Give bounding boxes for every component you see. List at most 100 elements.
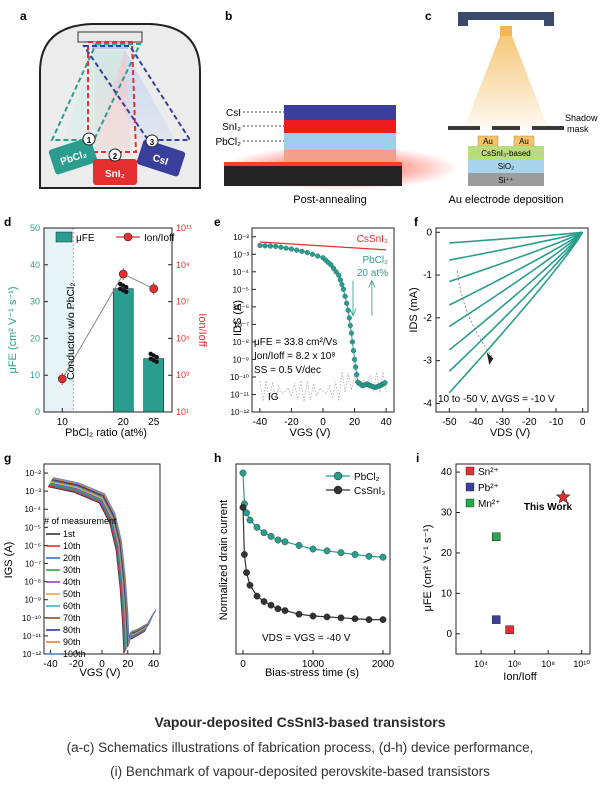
source-num-1-badge	[82, 132, 96, 146]
panel-d: d 0 10 20 30 40 50 10¹ 10³ 10⁵ 10⁷ 10⁹ 10¹¹ 10 20 25 μ…	[4, 215, 208, 439]
panel-letter-d: d	[4, 215, 11, 229]
xtick-label: 10⁶	[508, 659, 522, 669]
d-ylabel: μFE (cm² V⁻¹ s⁻¹)	[7, 287, 19, 374]
ytick-label: 10⁻⁶	[25, 541, 41, 550]
scatter-point	[491, 532, 501, 542]
ytick-label: -3	[423, 356, 432, 367]
layer-sni2	[284, 120, 396, 133]
ytick-label: 40	[30, 260, 40, 270]
pbcl2-point	[309, 251, 316, 257]
d-xlabel: PbCl₂ ratio (at%)	[65, 427, 147, 439]
stress-point	[267, 532, 275, 540]
ytick-label: 10⁻⁶	[233, 303, 249, 312]
pbcl2-point	[333, 269, 339, 275]
pbcl2-point	[346, 315, 352, 321]
ytick-label: 10	[30, 370, 40, 380]
output-curve	[448, 231, 584, 394]
xtick-label: 40	[381, 417, 393, 428]
pbcl2-point	[267, 243, 274, 249]
stress-point	[267, 601, 275, 609]
shadow-mask-label-2: mask	[567, 124, 589, 134]
annotation-d: Conductor w/o PbCl₂	[65, 283, 77, 380]
g-ylabel: IGS (A)	[3, 542, 15, 579]
pbcl2-point	[278, 244, 284, 250]
xtick-label: -10	[549, 417, 564, 428]
legend-g-entry: 1st	[63, 529, 76, 539]
layer-label-sni2: SnI₂	[222, 122, 241, 133]
f-ylabel: IDS (mA)	[408, 287, 420, 332]
xtick-label: -30	[495, 417, 510, 428]
shadow-mask-mid	[492, 126, 520, 130]
pbcl2-point	[262, 243, 268, 249]
ytick-label: 30	[30, 297, 40, 307]
au-label-left: Au	[483, 137, 493, 146]
layer-csi	[284, 105, 396, 120]
stress-point	[337, 614, 345, 622]
legend-d-bar-swatch	[55, 231, 73, 243]
e-legend-at: 20 at%	[357, 268, 388, 279]
stress-point	[351, 551, 359, 558]
f-annotation: 10 to -50 V, ΔVGS = -10 V	[438, 394, 555, 405]
ytick-label: -2	[423, 313, 432, 324]
i-legend-sn: Sn²⁺	[478, 467, 499, 478]
hotplate	[224, 164, 402, 186]
ytick-label: 10⁻¹⁰	[22, 614, 41, 623]
pbcl2-point	[328, 262, 334, 268]
panel-letter-i: i	[416, 451, 419, 465]
xtick-label: 0	[240, 659, 246, 670]
stack-label-sio2: SiO₂	[498, 162, 514, 171]
legend-g-entry: 70th	[63, 613, 81, 623]
stress-point	[274, 536, 282, 544]
stress-point	[281, 607, 289, 614]
xtick-label: 10	[57, 417, 69, 428]
y2tick-label: 10⁵	[176, 333, 190, 343]
legend-d-mu: μFE	[76, 233, 95, 244]
ytick-label: 0	[446, 629, 452, 640]
figure: a PbCl₂ 1 SnI₂ 2 CsI 3 b	[3, 9, 598, 683]
h-legend-cssni3: CsSnI₃	[354, 486, 385, 497]
h-legend-marker-cssni3	[333, 485, 343, 495]
ytick-label: 10⁻⁸	[233, 338, 250, 347]
this-work-star	[555, 489, 571, 504]
panel-letter-e: e	[214, 215, 221, 229]
stress-point	[246, 516, 254, 524]
chart-f: 0 -1 -2 -3 -4 -50 -40 -30 -20 -10 0	[423, 227, 589, 428]
g-legend-title: # of measurement	[44, 516, 117, 526]
ytick-label: 10⁻⁵	[25, 523, 41, 532]
au-label-right: Au	[519, 137, 529, 146]
ytick-label: 10⁻²	[25, 469, 41, 478]
ytick-label: 10⁻⁷	[233, 320, 249, 329]
stress-point	[379, 616, 387, 624]
stress-point	[240, 551, 248, 558]
output-curve	[448, 231, 584, 351]
shadow-mask-label-1: Shadow	[565, 113, 598, 123]
pbcl2-point	[304, 249, 310, 256]
ionoff-point	[118, 269, 128, 279]
stress-curve	[242, 473, 384, 558]
evaporator-head	[458, 12, 554, 26]
pbcl2-point	[349, 339, 356, 345]
legend-g-entry: 40th	[63, 577, 81, 587]
xtick-label: 10¹⁰	[573, 659, 590, 669]
xtick-label: 40	[148, 659, 160, 670]
ytick-label: -1	[423, 270, 432, 281]
d-frame	[43, 227, 173, 413]
e-stat-ionoff: Ion/Ioff = 8.2 x 10⁸	[254, 351, 336, 362]
stress-point	[239, 469, 247, 477]
sweep-arrow-down	[349, 280, 357, 317]
shaded-region	[44, 228, 74, 412]
flux-sni2	[87, 41, 138, 153]
source-label: SnI₂	[105, 169, 125, 180]
ytick-label: 10⁻⁷	[25, 560, 41, 569]
stress-point	[309, 612, 317, 620]
ytick-label: 10⁻¹⁰	[230, 373, 249, 382]
pbcl2-point	[330, 265, 337, 271]
pbcl2-point	[339, 282, 345, 288]
i-xlabel: Ion/Ioff	[503, 671, 537, 683]
d-y2label: Ion/Ioff	[196, 313, 208, 347]
legend-g-entry: 50th	[63, 589, 81, 599]
stress-point	[243, 509, 250, 517]
caption-title: Vapour-deposited CsSnI3-based transistor…	[154, 714, 446, 730]
ytick-label: 10⁻¹²	[23, 650, 42, 659]
